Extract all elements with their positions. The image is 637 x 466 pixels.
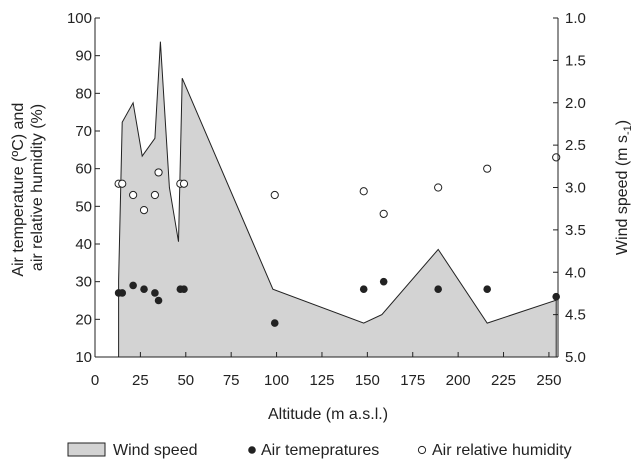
legend-humidity-label: Air relative humidity: [432, 442, 572, 459]
y-left-tick-label: 100: [67, 10, 92, 27]
x-axis-title: Altitude (m a.s.l.): [268, 406, 388, 423]
x-tick-label: 0: [91, 372, 99, 389]
x-tick-label: 75: [223, 372, 240, 389]
x-tick-label: 125: [309, 372, 334, 389]
y-right-tick-label: 3.5: [565, 222, 586, 239]
y-axis-right-title-sub: -1: [622, 125, 634, 135]
y-right-tick-label: 5.0: [565, 349, 586, 366]
air-humidity-point: [150, 190, 160, 200]
air-humidity-point: [379, 209, 388, 218]
legend-humidity-marker: [417, 445, 427, 455]
y-left-tick-label: 20: [75, 311, 92, 328]
legend: Wind speed Air temepratures Air relative h…: [67, 442, 572, 459]
y-left-tick-label: 10: [75, 349, 92, 366]
air-humidity-point: [179, 179, 189, 188]
legend-temperature-label: Air temepratures: [261, 442, 379, 459]
y-axis-right-title: Wind speed (m s-1): [614, 120, 634, 255]
y-right-tick-label: 4.5: [565, 307, 586, 324]
air-humidity-point: [154, 168, 163, 177]
y-left-tick-label: 40: [75, 236, 92, 253]
air-humidity-point: [129, 190, 138, 200]
y-left-tick-label: 90: [75, 48, 92, 65]
y-right-tick-label: 2.0: [565, 95, 586, 112]
y-left-tick-label: 70: [75, 123, 92, 140]
y-right-tick-label: 4.0: [565, 264, 586, 281]
air-humidity-point: [434, 183, 443, 192]
y-left-tick-label: 60: [75, 161, 92, 178]
axes: 0 25 50 75 100 125 150 175 200 225 250 10 20 30 40 50 60…: [67, 10, 586, 389]
wind-speed-area: [118, 41, 557, 358]
x-tick-label: 50: [177, 372, 194, 389]
air-humidity-point: [118, 179, 127, 188]
air-temperature-point: [180, 285, 188, 294]
y-right-tick-label: 2.5: [565, 137, 586, 154]
x-tick-label: 100: [264, 372, 289, 389]
air-temperature-point: [140, 285, 148, 294]
air-humidity-point: [270, 190, 279, 200]
x-tick-label: 25: [132, 372, 149, 389]
air-temperature-point: [379, 277, 388, 286]
air-temperature-point: [552, 292, 560, 301]
x-tick-label: 175: [400, 372, 425, 389]
y-left-tick-label: 30: [75, 274, 92, 291]
x-tick-label: 150: [355, 372, 380, 389]
air-humidity-point: [483, 164, 492, 173]
legend-wind-speed-label: Wind speed: [113, 442, 198, 459]
air-temperature-point: [483, 285, 491, 294]
air-temperature-point: [270, 319, 279, 327]
y-axis-left-title-line-2: air relative humidity (%): [29, 104, 46, 271]
y-axis-left-title: Air temperature (ºC) and air relative hu…: [10, 98, 46, 276]
y-right-tick-label: 3.0: [565, 180, 586, 197]
x-tick-label: 200: [446, 372, 471, 389]
y-right-tick-label: 1.0: [565, 10, 586, 27]
air-temperature-point: [129, 281, 137, 290]
y-axis-right-title-close: ): [614, 120, 631, 125]
legend-wind-speed-swatch: [67, 442, 106, 457]
air-temperature-point: [434, 285, 442, 294]
y-left-tick-label: 50: [75, 198, 92, 215]
y-axis-left-title-line-1: Air temperature (ºC) and: [10, 103, 27, 277]
air-humidity-point: [139, 206, 149, 215]
air-temperature-point: [359, 285, 368, 294]
air-temperature-point: [118, 289, 127, 297]
air-temperature-point: [151, 289, 159, 297]
y-left-tick-label: 80: [75, 85, 92, 102]
air-temperature-point: [154, 296, 163, 305]
plot-area: [114, 41, 561, 358]
axis-labels: Altitude (m a.s.l.) Air temperature (ºC)…: [10, 98, 634, 423]
x-tick-label: 225: [491, 372, 516, 389]
x-tick-label: 250: [536, 372, 561, 389]
y-axis-right-title-main: Wind speed (m s: [614, 135, 631, 255]
air-humidity-point: [552, 153, 561, 162]
y-right-tick-label: 1.5: [565, 52, 586, 69]
air-humidity-point: [359, 187, 368, 196]
legend-temperature-marker: [248, 446, 256, 454]
